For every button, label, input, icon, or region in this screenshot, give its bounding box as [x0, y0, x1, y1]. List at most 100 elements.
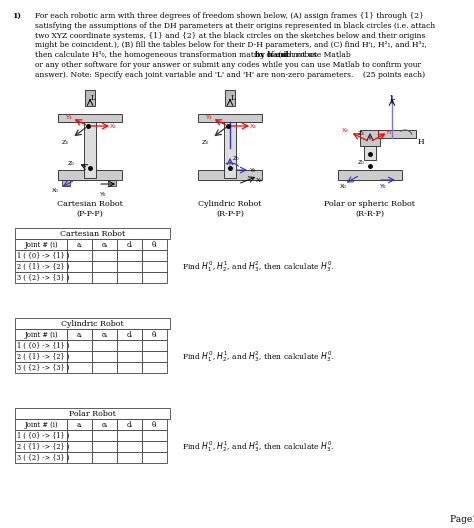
- Text: X₀: X₀: [256, 178, 263, 183]
- Text: 1 ( {0} -> {1} ): 1 ( {0} -> {1} ): [17, 432, 69, 440]
- Text: by hand: by hand: [255, 51, 288, 59]
- Text: θᵢ: θᵢ: [152, 241, 157, 249]
- Text: aᵢ: aᵢ: [77, 241, 82, 249]
- Bar: [15, 362, 67, 373]
- Text: Cartesian Robot: Cartesian Robot: [57, 200, 123, 208]
- Bar: [338, 170, 402, 180]
- Text: 3 ( {2} -> {3} ): 3 ( {2} -> {3} ): [17, 364, 69, 372]
- Text: Joint # (i): Joint # (i): [24, 331, 58, 339]
- Text: θᵢ: θᵢ: [152, 331, 157, 339]
- Text: 1 ( {0} -> {1} ): 1 ( {0} -> {1} ): [17, 252, 69, 260]
- Bar: [58, 114, 122, 122]
- Bar: [15, 430, 67, 441]
- Bar: [67, 351, 92, 362]
- Bar: [92, 250, 117, 261]
- Text: Y₀: Y₀: [250, 168, 256, 173]
- Bar: [92, 351, 117, 362]
- Text: X₁: X₁: [110, 124, 117, 129]
- Bar: [67, 340, 92, 351]
- Text: 1): 1): [12, 12, 21, 20]
- Bar: [67, 441, 92, 452]
- Bar: [117, 419, 142, 430]
- Bar: [225, 90, 235, 106]
- Bar: [117, 441, 142, 452]
- Text: 3 ( {2} -> {3} ): 3 ( {2} -> {3} ): [17, 274, 69, 282]
- Bar: [67, 362, 92, 373]
- Bar: [117, 452, 142, 463]
- Bar: [360, 130, 380, 146]
- Text: Find $H_1^0$, $H_2^1$, and $H_3^2$, then calculate $H_3^0$.: Find $H_1^0$, $H_2^1$, and $H_3^2$, then…: [182, 439, 335, 454]
- Bar: [224, 116, 236, 178]
- Text: Z₃: Z₃: [62, 140, 69, 145]
- Bar: [15, 261, 67, 272]
- Bar: [84, 116, 96, 178]
- Bar: [92, 272, 117, 283]
- Bar: [67, 430, 92, 441]
- Text: Y₀: Y₀: [380, 184, 386, 189]
- Bar: [67, 250, 92, 261]
- Text: Cylindric Robot: Cylindric Robot: [61, 320, 124, 328]
- Bar: [117, 329, 142, 340]
- Text: satisfying the assumptions of the DH parameters at their origins represented in : satisfying the assumptions of the DH par…: [35, 22, 435, 30]
- Bar: [142, 329, 167, 340]
- Bar: [15, 452, 67, 463]
- Text: Cylindric Robot: Cylindric Robot: [198, 200, 262, 208]
- Bar: [67, 261, 92, 272]
- Text: Z₀: Z₀: [68, 161, 75, 166]
- Text: Y₃: Y₃: [66, 115, 73, 120]
- Bar: [378, 130, 416, 138]
- Text: 3 ( {2} -> {3} ): 3 ( {2} -> {3} ): [17, 454, 69, 462]
- Bar: [198, 170, 262, 180]
- Text: X₀: X₀: [52, 188, 59, 193]
- Bar: [142, 340, 167, 351]
- Bar: [67, 419, 92, 430]
- Bar: [142, 261, 167, 272]
- Bar: [15, 239, 67, 250]
- Bar: [15, 340, 67, 351]
- Bar: [67, 452, 92, 463]
- Text: aᵢ: aᵢ: [77, 421, 82, 429]
- Bar: [142, 272, 167, 283]
- Bar: [85, 90, 95, 106]
- Text: X₃: X₃: [342, 128, 349, 133]
- Bar: [15, 329, 67, 340]
- Text: X₀: X₀: [340, 184, 347, 189]
- Bar: [15, 228, 170, 239]
- Text: Z₀: Z₀: [358, 160, 365, 165]
- Text: (R-P-P): (R-P-P): [216, 210, 244, 218]
- Text: αᵢ: αᵢ: [101, 331, 108, 339]
- Bar: [117, 430, 142, 441]
- Bar: [92, 340, 117, 351]
- Bar: [117, 261, 142, 272]
- Text: Z₃: Z₃: [358, 131, 365, 136]
- Text: Cartesian Robot: Cartesian Robot: [60, 230, 125, 238]
- Text: 2 ( {1} -> {2} ): 2 ( {1} -> {2} ): [17, 263, 69, 271]
- Bar: [67, 329, 92, 340]
- Text: Z₀: Z₀: [233, 156, 240, 161]
- Bar: [67, 272, 92, 283]
- Text: dᵢ: dᵢ: [127, 241, 132, 249]
- Text: dᵢ: dᵢ: [127, 331, 132, 339]
- Bar: [117, 340, 142, 351]
- Bar: [142, 362, 167, 373]
- Text: Find $H_1^0$, $H_2^1$, and $H_3^2$, then calculate $H_3^0$.: Find $H_1^0$, $H_2^1$, and $H_3^2$, then…: [182, 259, 335, 274]
- Text: 1: 1: [472, 515, 474, 524]
- Text: (do not use Matlab: (do not use Matlab: [276, 51, 351, 59]
- Bar: [142, 250, 167, 261]
- Text: or any other software for your answer or submit any codes while you can use Matl: or any other software for your answer or…: [35, 61, 421, 69]
- Text: X₃: X₃: [250, 124, 257, 129]
- Text: θᵢ: θᵢ: [152, 421, 157, 429]
- Text: 1 ( {0} -> {1} ): 1 ( {0} -> {1} ): [17, 342, 69, 350]
- Bar: [364, 132, 376, 160]
- Text: L: L: [231, 94, 236, 102]
- Text: Z₃: Z₃: [202, 140, 209, 145]
- Text: might be coincident.), (B) fill the tables below for their D-H parameters, and (: might be coincident.), (B) fill the tabl…: [35, 41, 427, 50]
- Bar: [15, 419, 67, 430]
- Text: Y₃: Y₃: [206, 115, 212, 120]
- Text: Joint # (i): Joint # (i): [24, 241, 58, 249]
- Text: 2 ( {1} -> {2} ): 2 ( {1} -> {2} ): [17, 443, 69, 451]
- Bar: [198, 114, 262, 122]
- Bar: [15, 272, 67, 283]
- Bar: [15, 441, 67, 452]
- Text: (P-P-P): (P-P-P): [77, 210, 103, 218]
